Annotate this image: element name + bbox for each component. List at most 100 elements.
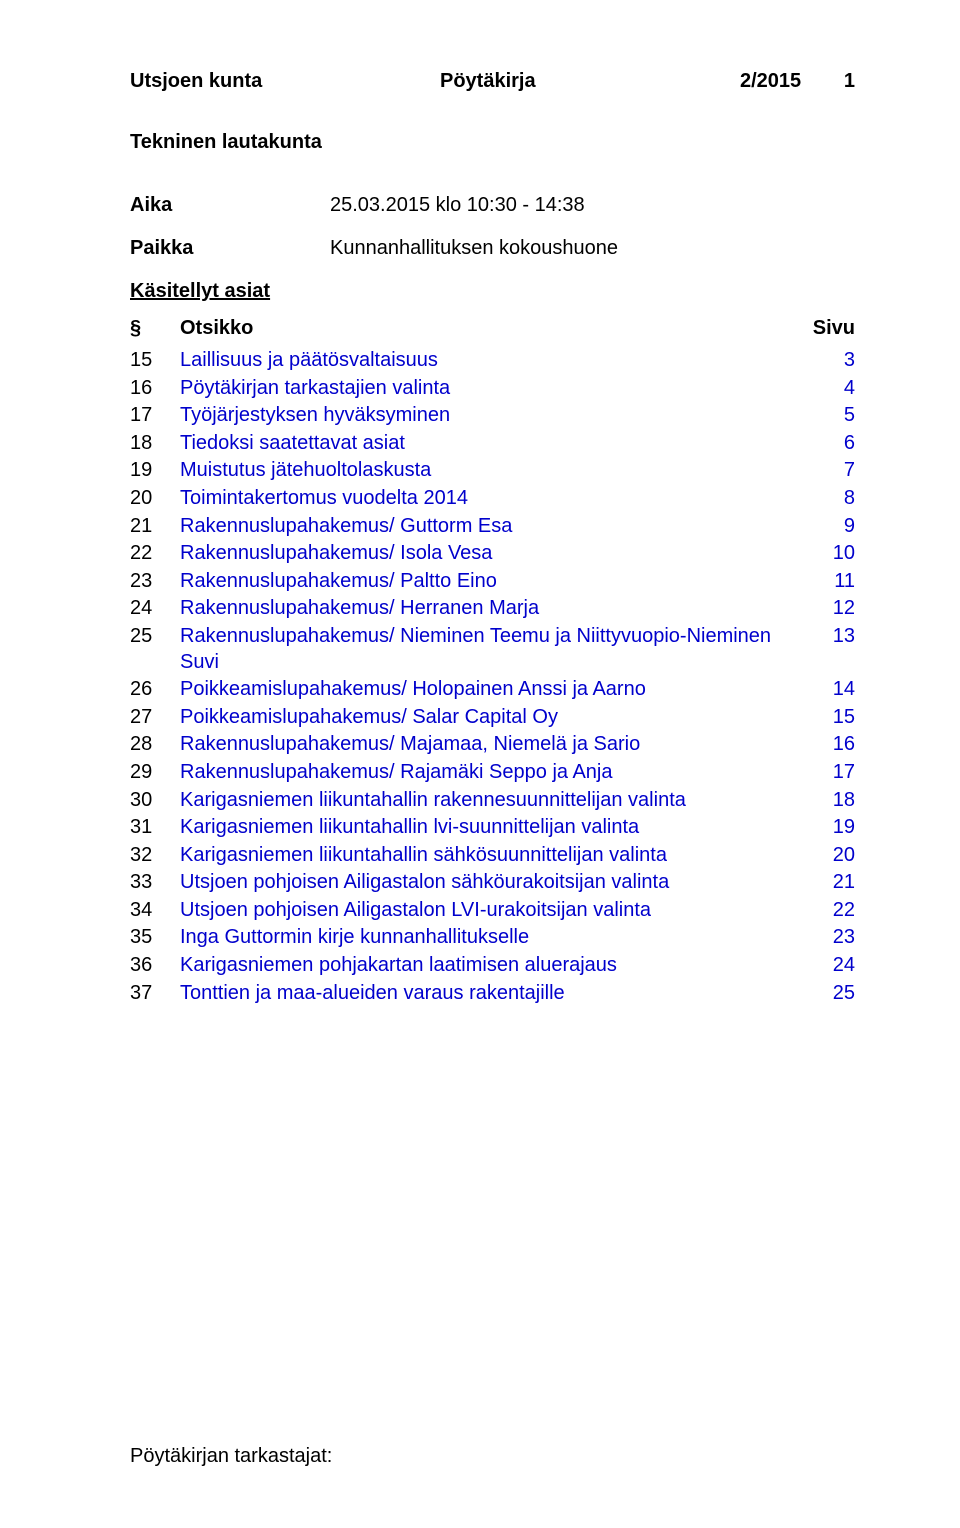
toc-row-title[interactable]: Poikkeamislupahakemus/ Holopainen Anssi … [180,677,795,703]
meta-paikka-value: Kunnanhallituksen kokoushuone [330,237,865,260]
toc-row: 29Rakennuslupahakemus/ Rajamäki Seppo ja… [130,760,865,786]
toc-row: 34Utsjoen pohjoisen Ailigastalon LVI-ura… [130,898,865,924]
toc-row-title[interactable]: Rakennuslupahakemus/ Paltto Eino [180,569,795,595]
header-doc-number: 2/2015 [740,70,820,93]
toc-row-num: 34 [130,898,180,924]
toc-row-num: 21 [130,514,180,540]
document-page: Utsjoen kunta Pöytäkirja 2/2015 1 Teknin… [0,0,960,1528]
toc-row-title[interactable]: Karigasniemen liikuntahallin rakennesuun… [180,788,795,814]
toc-row-title[interactable]: Rakennuslupahakemus/ Herranen Marja [180,596,795,622]
toc-row-page[interactable]: 25 [795,981,865,1007]
toc-row-page[interactable]: 4 [795,376,865,402]
toc-header-num: § [130,317,180,340]
toc-row-title[interactable]: Muistutus jätehuoltolaskusta [180,458,795,484]
toc-row-num: 31 [130,815,180,841]
toc-row-num: 23 [130,569,180,595]
toc-row-num: 18 [130,431,180,457]
toc-row-title[interactable]: Laillisuus ja päätösvaltaisuus [180,348,795,374]
toc-row-title[interactable]: Utsjoen pohjoisen Ailigastalon sähköurak… [180,870,795,896]
toc-row: 17Työjärjestyksen hyväksyminen5 [130,403,865,429]
toc-row-num: 24 [130,596,180,622]
toc-row-title[interactable]: Tiedoksi saatettavat asiat [180,431,795,457]
meta-row-aika: Aika 25.03.2015 klo 10:30 - 14:38 [130,194,865,217]
toc-row-title[interactable]: Toimintakertomus vuodelta 2014 [180,486,795,512]
toc-row-page[interactable]: 6 [795,431,865,457]
toc-row-title[interactable]: Inga Guttormin kirje kunnanhallitukselle [180,925,795,951]
toc-row: 26Poikkeamislupahakemus/ Holopainen Anss… [130,677,865,703]
toc-row-num: 29 [130,760,180,786]
toc-row: 36Karigasniemen pohjakartan laatimisen a… [130,953,865,979]
toc-row-page[interactable]: 23 [795,925,865,951]
toc-row-title[interactable]: Utsjoen pohjoisen Ailigastalon LVI-urako… [180,898,795,924]
toc-row: 22Rakennuslupahakemus/ Isola Vesa10 [130,541,865,567]
toc-row-page[interactable]: 12 [795,596,865,622]
footer-text: Pöytäkirjan tarkastajat: [130,1445,332,1468]
toc-row-title[interactable]: Rakennuslupahakemus/ Rajamäki Seppo ja A… [180,760,795,786]
toc-row-page[interactable]: 7 [795,458,865,484]
toc-row-num: 32 [130,843,180,869]
toc-row-page[interactable]: 14 [795,677,865,703]
toc-row-title[interactable]: Tonttien ja maa-alueiden varaus rakentaj… [180,981,795,1007]
toc-row-page[interactable]: 13 [795,624,865,675]
toc-row-num: 27 [130,705,180,731]
toc-section-heading: Käsitellyt asiat [130,280,865,303]
header-doc-type: Pöytäkirja [440,70,740,93]
toc-row: 19Muistutus jätehuoltolaskusta7 [130,458,865,484]
toc-row: 37Tonttien ja maa-alueiden varaus rakent… [130,981,865,1007]
toc-row: 15Laillisuus ja päätösvaltaisuus3 [130,348,865,374]
toc-row-page[interactable]: 20 [795,843,865,869]
toc-row-page[interactable]: 22 [795,898,865,924]
toc-row: 33Utsjoen pohjoisen Ailigastalon sähköur… [130,870,865,896]
toc-row-page[interactable]: 9 [795,514,865,540]
toc-row-page[interactable]: 16 [795,732,865,758]
toc-row-page[interactable]: 3 [795,348,865,374]
meta-aika-label: Aika [130,194,330,217]
toc-row-num: 33 [130,870,180,896]
toc-row-page[interactable]: 18 [795,788,865,814]
toc-row-page[interactable]: 17 [795,760,865,786]
toc-row-num: 36 [130,953,180,979]
toc-row-page[interactable]: 10 [795,541,865,567]
toc-row-num: 25 [130,624,180,675]
toc-row-num: 30 [130,788,180,814]
toc-row: 28Rakennuslupahakemus/ Majamaa, Niemelä … [130,732,865,758]
toc-row-title[interactable]: Pöytäkirjan tarkastajien valinta [180,376,795,402]
toc-row-title[interactable]: Rakennuslupahakemus/ Majamaa, Niemelä ja… [180,732,795,758]
toc-row: 25Rakennuslupahakemus/ Nieminen Teemu ja… [130,624,865,675]
toc-row: 32Karigasniemen liikuntahallin sähkösuun… [130,843,865,869]
toc-row: 31Karigasniemen liikuntahallin lvi-suunn… [130,815,865,841]
document-header: Utsjoen kunta Pöytäkirja 2/2015 1 [130,70,865,93]
toc-row-num: 26 [130,677,180,703]
toc-row-page[interactable]: 5 [795,403,865,429]
toc-row: 35Inga Guttormin kirje kunnanhallituksel… [130,925,865,951]
toc-row-page[interactable]: 19 [795,815,865,841]
toc-row-title[interactable]: Karigasniemen pohjakartan laatimisen alu… [180,953,795,979]
meta-aika-value: 25.03.2015 klo 10:30 - 14:38 [330,194,865,217]
toc-row-title[interactable]: Työjärjestyksen hyväksyminen [180,403,795,429]
toc-header-row: § Otsikko Sivu [130,317,865,340]
toc-row: 16Pöytäkirjan tarkastajien valinta4 [130,376,865,402]
toc-row: 18Tiedoksi saatettavat asiat6 [130,431,865,457]
toc-row: 20Toimintakertomus vuodelta 20148 [130,486,865,512]
toc-row-num: 16 [130,376,180,402]
toc-row-page[interactable]: 21 [795,870,865,896]
toc-row-title[interactable]: Poikkeamislupahakemus/ Salar Capital Oy [180,705,795,731]
toc-header-title: Otsikko [180,317,795,340]
toc-row-num: 28 [130,732,180,758]
toc-row-title[interactable]: Karigasniemen liikuntahallin lvi-suunnit… [180,815,795,841]
toc-row-title[interactable]: Rakennuslupahakemus/ Isola Vesa [180,541,795,567]
toc-row-page[interactable]: 15 [795,705,865,731]
toc-row-page[interactable]: 11 [795,569,865,595]
toc-header-page: Sivu [795,317,865,340]
toc-row-title[interactable]: Rakennuslupahakemus/ Nieminen Teemu ja N… [180,624,795,675]
toc-row: 21Rakennuslupahakemus/ Guttorm Esa9 [130,514,865,540]
toc-row-page[interactable]: 24 [795,953,865,979]
toc-row-title[interactable]: Rakennuslupahakemus/ Guttorm Esa [180,514,795,540]
toc-row-num: 22 [130,541,180,567]
toc-row: 23Rakennuslupahakemus/ Paltto Eino11 [130,569,865,595]
toc-row-page[interactable]: 8 [795,486,865,512]
header-organization: Utsjoen kunta [130,70,440,93]
toc-row-title[interactable]: Karigasniemen liikuntahallin sähkösuunni… [180,843,795,869]
toc-row-num: 17 [130,403,180,429]
toc-row: 24Rakennuslupahakemus/ Herranen Marja12 [130,596,865,622]
